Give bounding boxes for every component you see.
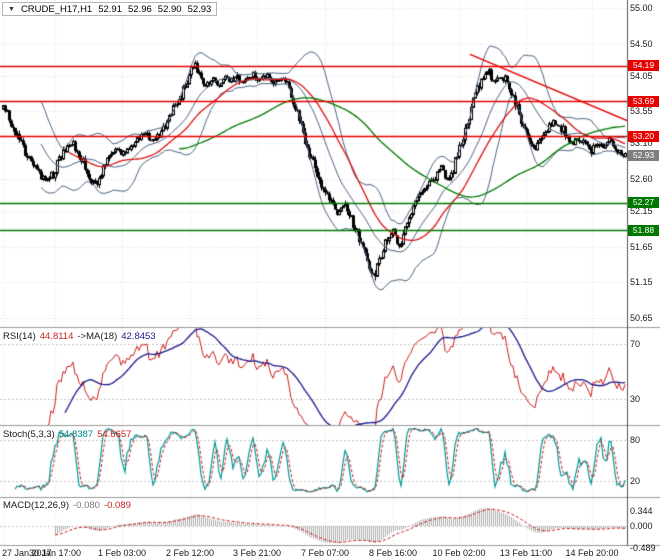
macd-indicator-label: MACD(12,26,9) -0.080 -0.089: [3, 500, 135, 511]
macd-value: -0.080: [73, 500, 100, 511]
y-axis-price-label: 52.15: [630, 206, 653, 217]
x-axis-date-label: 3 Feb 21:00: [232, 548, 282, 558]
rsi-ma-name: ->MA(18): [77, 331, 118, 342]
price-level-tag: 51.88: [628, 224, 659, 236]
y-axis-price-label: 53.10: [630, 138, 653, 149]
y-axis-price-label: 55.00: [630, 3, 653, 13]
stoch-axis-label: 20: [630, 475, 641, 486]
price-level-tag: 52.27: [628, 197, 659, 209]
x-axis-date-label: 30 Jan 17:00: [28, 548, 82, 558]
rsi-value: 44.8114: [39, 331, 74, 342]
quote-close: 52.93: [187, 3, 212, 15]
quote-open: 52.91: [98, 3, 122, 15]
stoch-name: Stoch(5,3,3): [3, 429, 55, 440]
x-axis-date-label: 10 Feb 02:00: [432, 548, 486, 558]
x-axis-date-label: 8 Feb 16:00: [368, 548, 418, 558]
rsi-axis-label: 70: [630, 339, 641, 349]
price-level-tag: 54.19: [628, 60, 659, 72]
x-axis-date-label: 7 Feb 07:00: [300, 548, 350, 558]
quote-low: 52.90: [157, 3, 182, 15]
rsi-indicator-label: RSI(14) 44.8114 ->MA(18) 42.8453: [3, 331, 160, 342]
rsi-ma-value: 42.8453: [121, 331, 156, 342]
quote-high: 52.96: [128, 3, 152, 15]
x-axis-date-label: 13 Feb 11:00: [499, 548, 553, 558]
macd-axis-label: 0.344: [630, 505, 653, 516]
x-axis-date-label: 27 Jan 2017: [2, 548, 52, 558]
rsi-name: RSI(14): [3, 331, 36, 342]
macd-signal-value: -0.089: [103, 500, 131, 511]
stoch-k-value: 54.8387: [58, 429, 94, 440]
y-axis-price-label: 53.55: [630, 106, 653, 117]
symbol-info-bar[interactable]: ▼ CRUDE_H17,H1 52.91 52.96 52.90 52.93: [2, 2, 218, 16]
y-axis-price-label: 54.50: [630, 38, 653, 49]
stoch-d-value: 54.6657: [97, 429, 132, 440]
macd-axis-label: 0.000: [630, 521, 653, 531]
price-level-tag: 53.20: [628, 130, 659, 142]
y-axis-price-label: 51.65: [630, 241, 653, 252]
stoch-indicator-label: Stoch(5,3,3) 54.8387 54.6657: [3, 429, 135, 440]
x-axis-date-label: 2 Feb 12:00: [165, 548, 215, 558]
price-level-tag: 53.69: [628, 95, 659, 107]
y-axis-price-label: 51.15: [630, 277, 653, 288]
current-price-tag: 52.93: [628, 150, 659, 162]
x-axis-date-label: 1 Feb 03:00: [97, 548, 147, 558]
macd-name: MACD(12,26,9): [3, 500, 69, 511]
symbol-title: CRUDE_H17,H1: [20, 3, 93, 15]
macd-axis-label: -0.489: [630, 543, 656, 553]
rsi-axis-label: 30: [630, 394, 641, 404]
y-axis-price-label: 50.65: [630, 312, 653, 323]
stoch-axis-label: 80: [630, 435, 641, 445]
x-axis-date-label: 14 Feb 20:00: [565, 548, 619, 558]
symbol-dropdown-icon[interactable]: ▼: [8, 5, 15, 13]
y-axis-price-label: 54.05: [630, 70, 653, 81]
y-axis-price-label: 52.60: [630, 174, 653, 185]
